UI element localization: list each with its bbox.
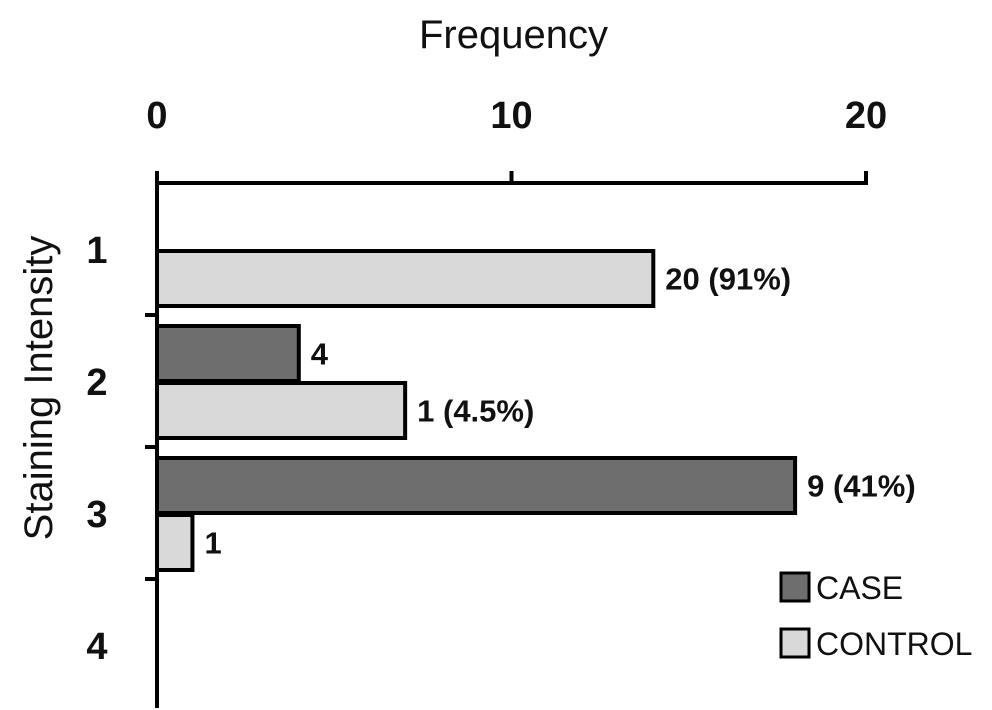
legend-label-case: CASE xyxy=(816,570,903,606)
data-label: 1 xyxy=(204,526,221,561)
category-label: 1 xyxy=(86,230,107,272)
x-tick-label: 0 xyxy=(146,95,167,137)
control-bar xyxy=(155,249,656,308)
category-label: 4 xyxy=(86,626,107,668)
category-label: 3 xyxy=(86,494,107,536)
x-tick-label: 10 xyxy=(490,95,532,137)
data-label: 9 (41%) xyxy=(807,469,916,504)
control-bar xyxy=(155,381,408,440)
legend-label-control: CONTROL xyxy=(816,626,972,662)
legend-swatch-control xyxy=(779,627,811,659)
data-label: 1 (4.5%) xyxy=(417,394,534,429)
x-axis-title: Frequency xyxy=(419,13,608,57)
legend-swatch-case xyxy=(779,571,811,603)
data-label: 20 (91%) xyxy=(665,262,791,297)
bars: 20 (91%) 4 1 (4.5%) 9 (41%) 1 xyxy=(155,249,916,572)
legend: CASE CONTROL xyxy=(779,570,972,662)
category-label: 2 xyxy=(86,362,107,404)
data-label: 4 xyxy=(311,337,329,372)
y-axis-title: Staining Intensity xyxy=(17,236,61,541)
case-bar xyxy=(155,456,798,515)
control-bar xyxy=(155,513,195,572)
case-bar xyxy=(155,324,301,383)
x-tick-label: 20 xyxy=(845,95,887,137)
